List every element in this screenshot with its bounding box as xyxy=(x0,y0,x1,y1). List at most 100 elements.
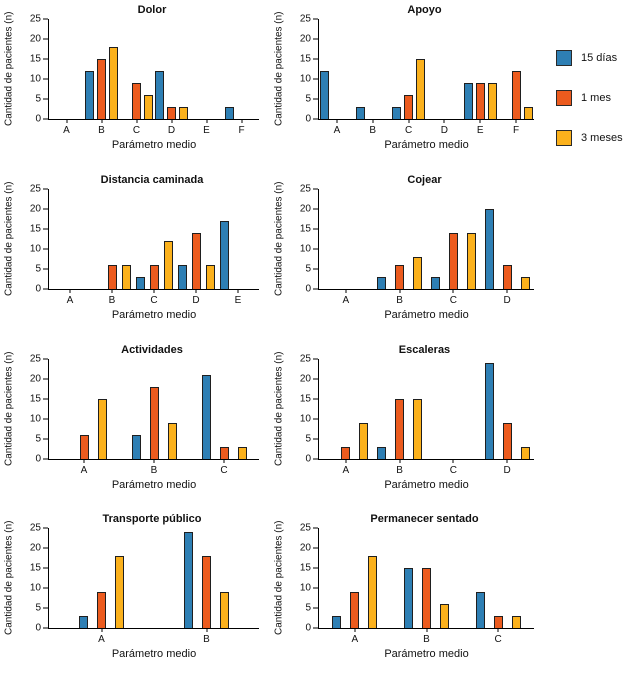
plot-area: Cantidad de pacientes (n) 0 5 10 15 20 25 A B C D E… xyxy=(274,12,534,151)
y-tick-label: 15 xyxy=(299,223,311,235)
bar-1-mes-b xyxy=(395,264,405,289)
y-tick-label: 10 xyxy=(29,243,41,255)
y-tick-mark xyxy=(313,58,318,60)
x-tick-mark xyxy=(241,119,242,123)
y-tick-label: 0 xyxy=(305,622,311,634)
chart-title: Apoyo xyxy=(407,4,442,16)
y-tick-mark xyxy=(43,38,48,40)
y-tick-label: 25 xyxy=(29,183,41,195)
y-tick-mark xyxy=(313,358,318,359)
y-tick-mark xyxy=(43,288,48,290)
y-tick-mark xyxy=(313,118,318,120)
bar-15-dias-b xyxy=(85,71,95,119)
bar-15-dias-c xyxy=(430,276,440,289)
y-tick-label: 25 xyxy=(29,353,41,364)
x-tick-mark xyxy=(237,288,239,293)
bar-15-dias-e xyxy=(463,83,473,119)
plot-area: Cantidad de pacientes (n) 0 5 10 15 20 25 A B C D E… xyxy=(4,181,259,321)
x-tick-mark xyxy=(354,628,356,633)
bar-3-meses-d xyxy=(520,276,530,289)
bar-1-mes-b xyxy=(395,398,405,459)
x-tick-label: B xyxy=(203,634,210,646)
legend-label: 1 mes xyxy=(581,92,611,104)
y-tick-mark xyxy=(43,98,48,100)
y-tick-label: 20 xyxy=(29,373,41,384)
y-tick-label: 20 xyxy=(299,203,311,215)
bar-15-dias-d xyxy=(155,71,165,119)
bar-15-dias-b xyxy=(377,276,387,289)
bar-3-meses-d xyxy=(205,264,215,289)
x-tick-mark xyxy=(372,119,374,123)
bar-15-dias-c xyxy=(135,276,145,289)
y-tick-label: 25 xyxy=(299,183,311,195)
x-tick-label: A xyxy=(80,464,88,476)
bar-1-mes-a xyxy=(350,592,360,629)
x-tick-label: A xyxy=(342,294,350,306)
x-tick-label: E xyxy=(234,294,242,306)
bar-1-mes-a xyxy=(97,592,106,629)
chart-actividades: Actividades Cantidad de pacientes (n) 0 5 10… xyxy=(0,340,270,510)
chart-cojear: Cojear Cantidad de pacientes (n) 0 5 10 15 20 2… xyxy=(270,170,545,340)
x-tick-mark xyxy=(479,119,481,123)
bar-1-mes-a xyxy=(79,434,89,459)
legend-label: 15 días xyxy=(581,52,618,64)
bar-3-meses-c xyxy=(416,59,426,119)
bar-1-mes-c xyxy=(493,616,503,629)
y-tick-label: 5 xyxy=(305,263,311,275)
x-tick-mark xyxy=(452,288,454,293)
bar-1-mes-b xyxy=(107,264,117,289)
y-tick-mark xyxy=(43,208,48,210)
x-tick-label: C xyxy=(220,464,228,476)
y-tick-mark xyxy=(313,547,318,549)
x-tick-mark xyxy=(515,119,517,123)
y-tick-mark xyxy=(43,248,48,250)
y-tick-mark xyxy=(313,587,318,589)
y-axis-label: Cantidad de pacientes (n) xyxy=(273,351,285,466)
x-tick-label: B xyxy=(396,294,403,306)
y-tick-label: 20 xyxy=(299,373,311,384)
bar-3-meses-d xyxy=(178,107,188,119)
y-tick-label: 10 xyxy=(299,582,311,594)
bar-15-dias-b xyxy=(184,532,193,629)
legend-swatch-3-meses xyxy=(556,130,572,146)
x-tick-mark xyxy=(399,288,401,293)
x-tick-mark xyxy=(497,628,499,633)
y-tick-mark xyxy=(43,627,48,629)
bar-3-meses-a xyxy=(368,556,378,629)
bar-3-meses-b xyxy=(440,604,449,629)
y-tick-mark xyxy=(43,587,48,589)
x-tick-mark xyxy=(336,119,338,123)
y-tick-label: 0 xyxy=(35,113,41,125)
bar-3-meses-d xyxy=(520,446,530,459)
x-tick-label: B xyxy=(150,464,158,476)
x-axis-label: Parámetro medio xyxy=(111,648,197,661)
x-tick-mark xyxy=(408,119,410,123)
x-axis-label: Parámetro medio xyxy=(384,139,469,151)
x-tick-mark xyxy=(69,288,71,293)
bar-3-meses-f xyxy=(523,107,533,119)
bar-15-dias-b xyxy=(377,446,387,459)
bar-1-mes-b xyxy=(149,386,159,459)
y-tick-label: 15 xyxy=(299,562,311,574)
x-tick-label: C xyxy=(449,464,457,476)
y-axis-label: Cantidad de pacientes (n) xyxy=(3,11,15,127)
x-tick-label: E xyxy=(476,125,484,136)
y-tick-label: 25 xyxy=(29,522,41,534)
chart-permanecer-sentado: Permanecer sentado Cantidad de pacientes … xyxy=(270,509,545,679)
chart-title: Transporte público xyxy=(102,513,202,526)
x-tick-mark xyxy=(171,119,172,123)
x-tick-label: B xyxy=(98,125,105,136)
y-tick-label: 10 xyxy=(299,413,311,424)
y-axis-label: Cantidad de pacientes (n) xyxy=(273,520,285,636)
x-tick-label: A xyxy=(63,125,70,136)
y-tick-label: 20 xyxy=(299,33,311,45)
y-tick-mark xyxy=(43,547,48,549)
bar-15-dias-f xyxy=(225,107,235,119)
x-tick-mark xyxy=(452,458,454,463)
x-tick-label: C xyxy=(494,634,502,646)
x-axis-label: Parámetro medio xyxy=(384,308,469,321)
x-tick-label: C xyxy=(404,125,413,136)
x-tick-label: A xyxy=(342,464,350,476)
y-tick-label: 25 xyxy=(299,13,311,25)
bar-3-meses-c xyxy=(237,446,247,459)
